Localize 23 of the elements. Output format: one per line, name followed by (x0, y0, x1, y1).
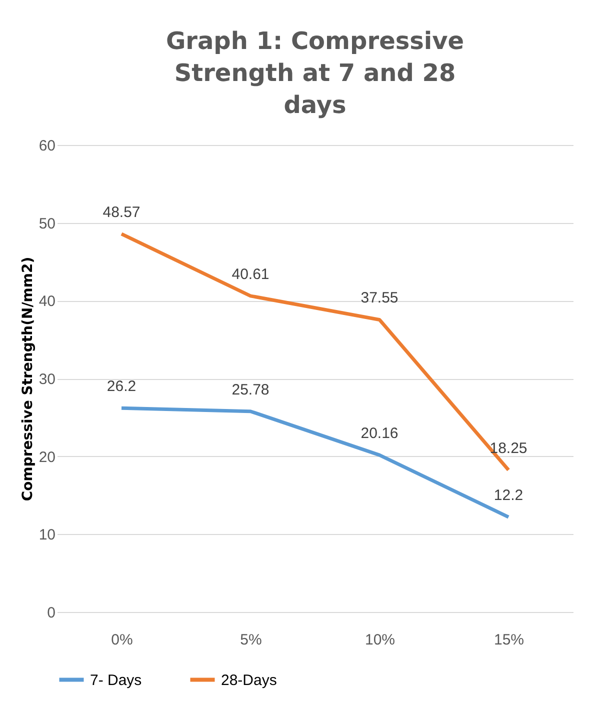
data-label: 20.16 (360, 425, 398, 442)
x-tick-label: 15% (494, 632, 524, 648)
y-tick-label: 10 (38, 526, 56, 544)
data-label: 48.57 (102, 204, 140, 221)
legend-label: 28-Days (221, 672, 277, 689)
y-axis-title: Compressive Strength(N/mm2) (20, 256, 36, 502)
legend-label: 7- Days (90, 672, 142, 689)
data-label: 37.55 (360, 290, 398, 307)
x-tick-label: 5% (240, 632, 262, 648)
y-tick-label: 30 (38, 371, 56, 388)
x-tick-label: 0% (111, 632, 133, 648)
data-label: 25.78 (232, 381, 270, 398)
y-tick-label: 40 (38, 293, 56, 310)
y-tick-label: 60 (38, 138, 56, 154)
x-tick-label: 10% (364, 632, 396, 648)
chart-title: Graph 1: Compressive Strength at 7 and 28 days (166, 27, 464, 119)
data-label: 18.25 (490, 440, 528, 457)
y-tick-label: 50 (38, 215, 56, 232)
y-tick-label: 0 (47, 604, 56, 622)
data-label: 12.2 (494, 487, 524, 504)
data-label: 40.61 (232, 266, 270, 283)
y-tick-label: 20 (38, 448, 56, 466)
data-label: 26.2 (106, 378, 136, 396)
